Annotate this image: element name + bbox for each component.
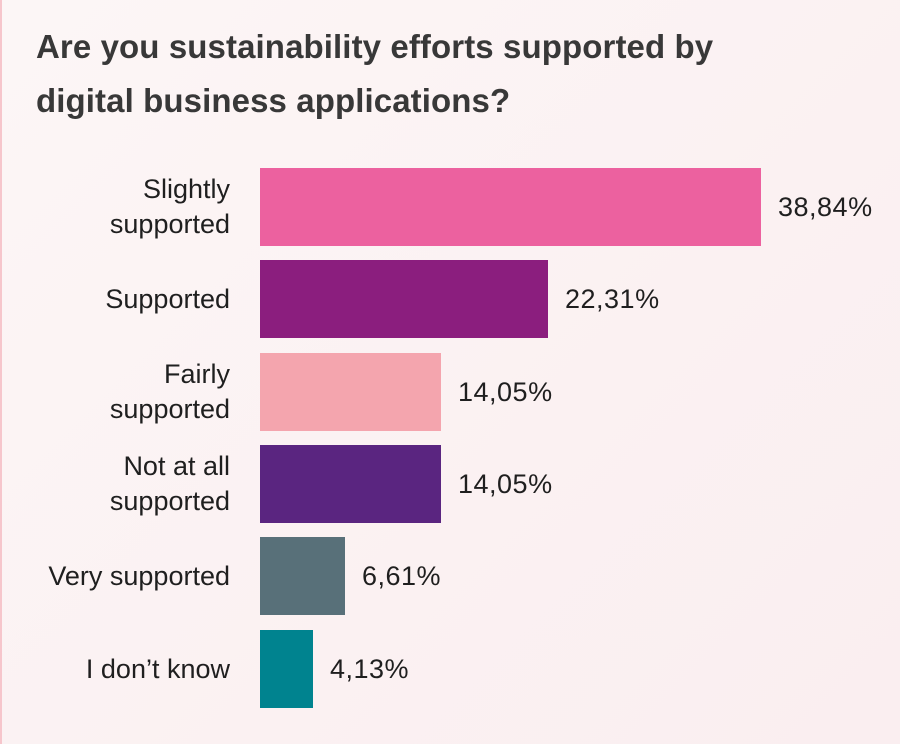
category-label-line: Very supported: [48, 560, 230, 591]
bar: [260, 445, 441, 523]
bar: [260, 630, 313, 708]
bar-row-not-at-all-supported: Not at all supported 14,05%: [0, 445, 900, 523]
category-label: Fairly supported: [0, 353, 230, 431]
bar: [260, 353, 441, 431]
bar-row-i-dont-know: I don’t know 4,13%: [0, 630, 900, 708]
bar-row-slightly-supported: Slightly supported 38,84%: [0, 168, 900, 246]
value-label: 22,31%: [565, 283, 660, 314]
value-label: 38,84%: [778, 191, 873, 222]
category-label: Slightly supported: [0, 168, 230, 246]
category-label-line: Slightly: [142, 174, 230, 204]
category-label-line: supported: [109, 486, 230, 516]
bar: [260, 537, 345, 615]
category-label-line: supported: [109, 209, 230, 239]
value-label: 14,05%: [458, 468, 553, 499]
bar: [260, 260, 548, 338]
bar: [260, 168, 761, 246]
value-label: 4,13%: [330, 653, 410, 684]
category-label-line: supported: [109, 394, 230, 424]
category-label: Very supported: [0, 537, 230, 615]
bar-row-fairly-supported: Fairly supported 14,05%: [0, 353, 900, 431]
category-label-line: Fairly: [164, 359, 230, 389]
chart-title: Are you sustainability efforts supported…: [36, 20, 876, 128]
category-label-line: Not at all: [123, 451, 230, 481]
chart-title-line-2: digital business applications?: [36, 82, 511, 119]
left-accent-border: [0, 0, 2, 744]
category-label-line: I don’t know: [85, 653, 230, 684]
value-label: 14,05%: [458, 376, 553, 407]
value-label: 6,61%: [362, 560, 442, 591]
bar-row-supported: Supported 22,31%: [0, 260, 900, 338]
bar-row-very-supported: Very supported 6,61%: [0, 537, 900, 615]
chart-title-line-1: Are you sustainability efforts supported…: [36, 28, 714, 65]
category-label: Not at all supported: [0, 445, 230, 523]
category-label-line: Supported: [105, 283, 230, 314]
category-label: I don’t know: [0, 630, 230, 708]
category-label: Supported: [0, 260, 230, 338]
